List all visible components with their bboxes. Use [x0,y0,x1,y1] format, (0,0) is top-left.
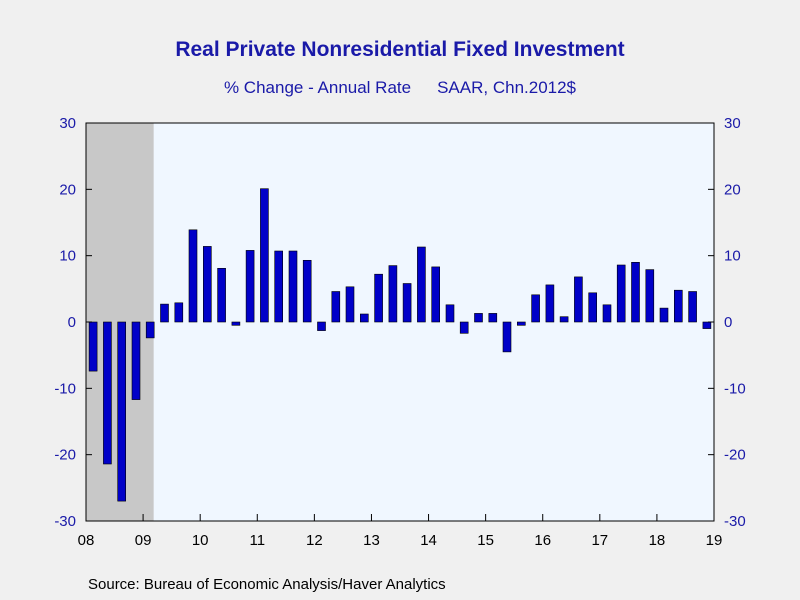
y-tick-label-left: -30 [54,513,76,530]
bar [331,291,341,323]
bar [203,246,212,323]
x-tick-label: 18 [649,532,666,549]
bar [616,264,626,323]
x-tick-label: 12 [306,532,323,549]
y-tick-label-right: -20 [724,447,746,464]
bar [402,283,412,323]
bar [388,265,398,323]
x-tick-label: 17 [591,532,608,549]
y-tick-label-left: 0 [68,314,76,331]
x-tick-label: 15 [477,532,494,549]
y-tick-label-right: 0 [724,314,732,331]
y-tick-label-right: 30 [724,115,741,132]
x-tick-label: 08 [78,532,95,549]
bar [588,292,598,323]
y-tick-label-left: 10 [59,248,76,265]
bar [659,307,669,323]
bar [145,321,155,339]
x-tick-label: 10 [192,532,209,549]
y-tick-label-left: 30 [59,115,76,132]
x-tick-label: 09 [135,532,152,549]
x-tick-label: 11 [249,532,265,549]
bar [131,321,141,400]
bar [488,313,498,323]
x-tick-label: 19 [706,532,723,549]
bar [374,273,383,323]
chart-subtitle: % Change - Annual Rate SAAR, Chn.2012$ [0,78,800,98]
y-tick-label-left: 20 [59,181,76,198]
bar [545,284,555,323]
bar [88,321,98,372]
x-tick-label: 14 [420,532,437,549]
bar [288,250,298,323]
y-tick-label-right: 10 [724,248,741,265]
bar [359,313,369,323]
bar [188,229,198,323]
bar [431,266,441,323]
bar [274,250,284,323]
subtitle-units: % Change - Annual Rate [223,78,412,97]
bar [645,269,655,323]
bar [688,291,697,323]
bar [502,321,512,353]
x-tick-label: 13 [363,532,380,549]
bar-series [88,188,712,502]
bar [602,304,612,323]
y-tick-label-right: -30 [724,513,746,530]
x-tick-label: 16 [534,532,551,549]
bar [631,261,640,323]
y-axis-right: 30 20 10 0 -10 -20 -30 [708,115,746,530]
y-tick-label-right: -10 [724,380,746,397]
y-axis-left: 30 20 10 0 -10 -20 -30 [54,115,92,530]
chart-title: Real Private Nonresidential Fixed Invest… [175,38,625,61]
bar [516,321,526,326]
y-tick-label-left: -20 [54,447,76,464]
source-note: Source: Bureau of Economic Analysis/Have… [88,576,446,593]
bar [160,303,169,323]
bar [117,321,126,502]
bar [702,321,712,329]
bar [417,246,426,323]
y-tick-label-right: 20 [724,181,741,198]
bar [103,321,112,465]
bar [531,294,540,323]
bar [345,286,355,323]
bar [474,313,483,323]
subtitle-basis: SAAR, Chn.2012$ [437,78,577,97]
bar [217,267,226,323]
x-axis: 08 09 10 11 12 13 14 15 16 17 18 19 [78,514,723,549]
bar [574,276,583,323]
bar [559,316,569,323]
y-tick-label-left: -10 [54,380,76,397]
bar [302,259,312,323]
bar [317,321,326,331]
bar [459,321,469,334]
bar [174,302,184,323]
bar [245,250,255,323]
bar [445,304,455,323]
bar [673,289,683,323]
bar [260,188,269,323]
bar [231,321,241,326]
